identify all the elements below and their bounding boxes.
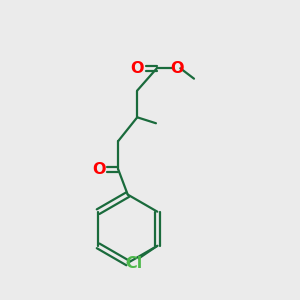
Text: O: O <box>92 162 105 177</box>
Text: O: O <box>130 61 144 76</box>
Text: Cl: Cl <box>125 256 142 271</box>
Text: O: O <box>170 61 184 76</box>
